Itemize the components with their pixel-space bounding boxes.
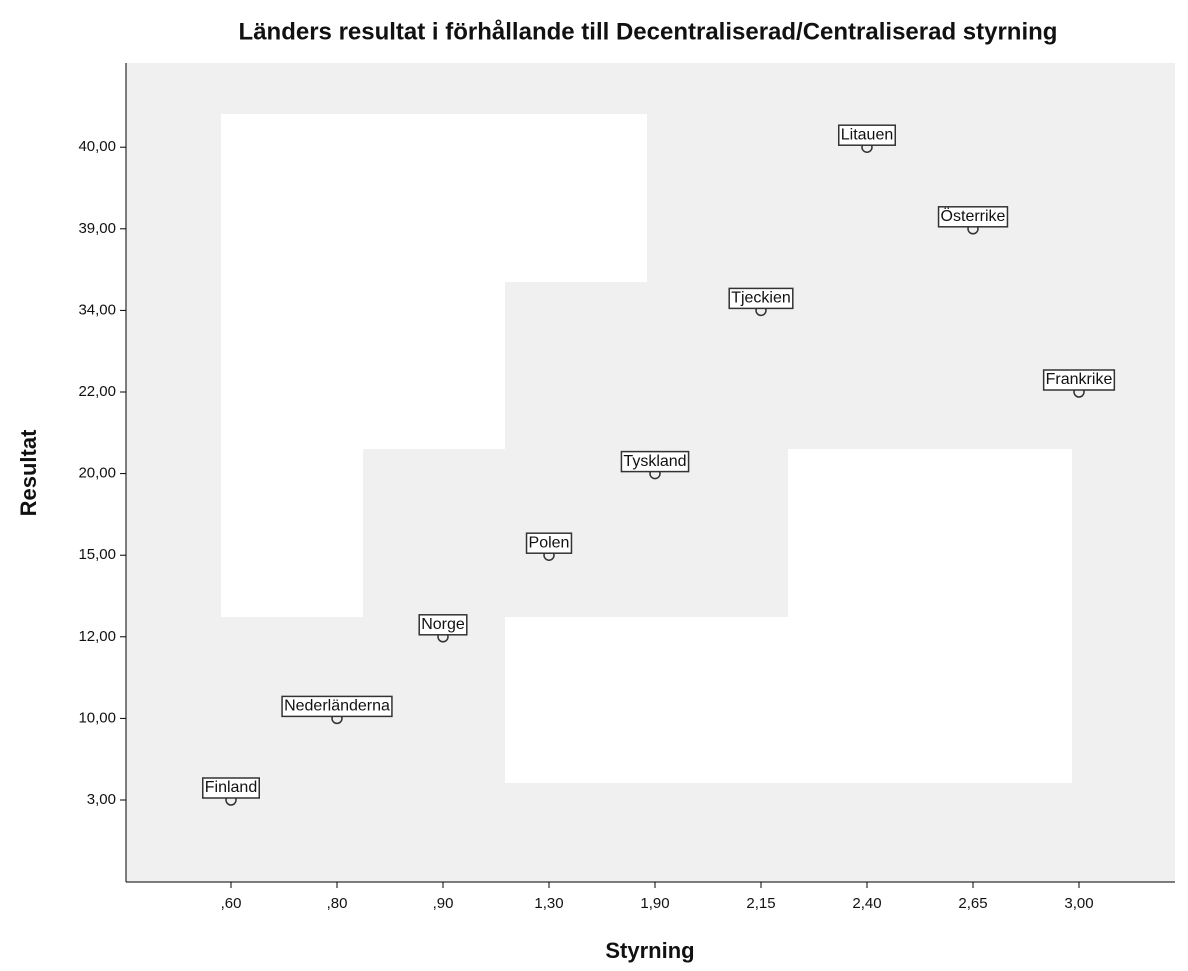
point-label: Finland <box>205 779 257 796</box>
point-label-box <box>620 450 690 473</box>
y-tick-label: 22,00 <box>78 383 116 400</box>
y-tick-label: 15,00 <box>78 546 116 563</box>
y-tick-label: 12,00 <box>78 628 116 645</box>
point-label-box <box>937 206 1009 228</box>
x-tick-label: ,60 <box>221 895 242 912</box>
background-patch <box>505 449 1072 783</box>
y-tick-label: 10,00 <box>78 709 116 726</box>
point-label-box <box>281 695 393 718</box>
y-tick-label: 20,00 <box>78 465 116 482</box>
y-tick-label: 40,00 <box>78 138 116 155</box>
point-label: Polen <box>529 534 570 551</box>
x-tick-label: 2,15 <box>746 895 775 912</box>
point-label-box <box>418 614 468 636</box>
point-label: Österrike <box>941 207 1006 225</box>
x-tick-label: ,80 <box>327 895 348 912</box>
point-label-box <box>525 532 573 554</box>
x-tick-label: 3,00 <box>1064 895 1093 912</box>
point-label: Frankrike <box>1046 371 1113 388</box>
x-tick-label: ,90 <box>433 895 454 912</box>
x-tick-label: 2,40 <box>852 895 881 912</box>
point-label: Nederländerna <box>284 698 390 715</box>
background-patch <box>221 114 647 617</box>
point-label-box <box>838 124 896 146</box>
point-label-box <box>202 777 260 799</box>
point-label: Norge <box>421 616 465 633</box>
point-label-box <box>1042 369 1116 391</box>
x-tick-label: 2,65 <box>958 895 987 912</box>
x-tick-label: 1,30 <box>534 895 563 912</box>
y-axis-title: Resultat <box>16 429 41 516</box>
y-tick-label: 3,00 <box>87 791 116 808</box>
point-label: Tjeckien <box>731 290 791 307</box>
point-label: Litauen <box>841 126 894 143</box>
x-axis-title: Styrning <box>605 938 694 963</box>
point-label-box <box>728 287 794 310</box>
chart-title: Länders resultat i förhållande till Dece… <box>239 18 1058 45</box>
point-label: Tyskland <box>623 453 686 470</box>
x-tick-label: 1,90 <box>640 895 669 912</box>
y-tick-label: 39,00 <box>78 220 116 237</box>
y-tick-label: 34,00 <box>78 301 116 318</box>
